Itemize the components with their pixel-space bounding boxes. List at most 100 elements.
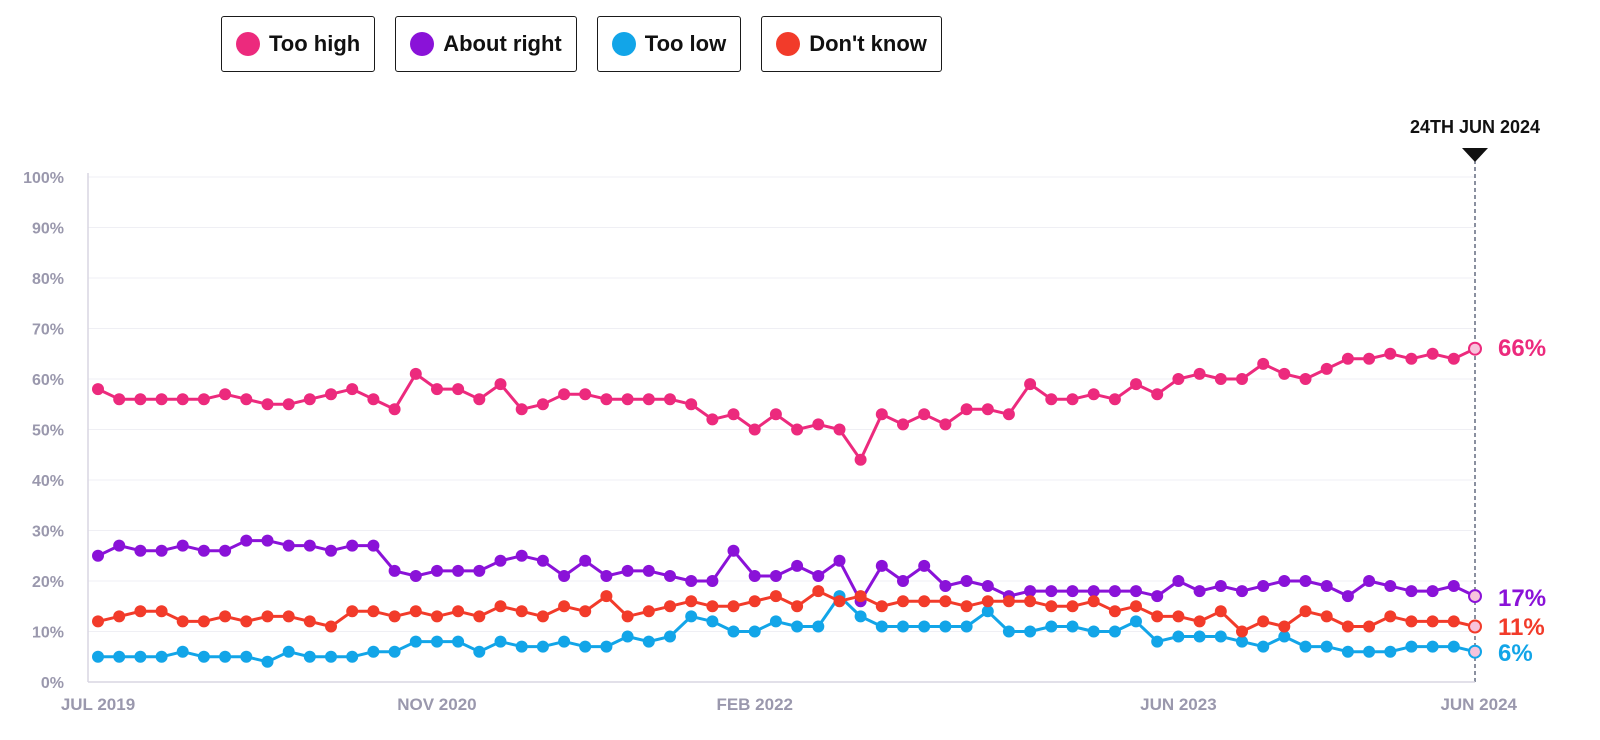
- data-point[interactable]: [176, 645, 189, 658]
- data-point[interactable]: [875, 559, 888, 572]
- data-point[interactable]: [558, 388, 571, 401]
- data-point[interactable]: [748, 423, 761, 436]
- data-point[interactable]: [1236, 635, 1248, 648]
- data-point[interactable]: [515, 549, 528, 562]
- data-point[interactable]: [409, 367, 422, 380]
- data-point[interactable]: [1045, 393, 1058, 406]
- data-point[interactable]: [1320, 640, 1333, 653]
- data-point[interactable]: [219, 388, 232, 401]
- data-point[interactable]: [452, 383, 465, 396]
- data-point[interactable]: [706, 600, 719, 613]
- data-point[interactable]: [1299, 640, 1312, 653]
- data-point[interactable]: [769, 590, 782, 603]
- data-point[interactable]: [685, 610, 698, 623]
- data-point[interactable]: [1045, 585, 1058, 598]
- data-point[interactable]: [240, 650, 253, 663]
- data-point[interactable]: [197, 393, 210, 406]
- data-point[interactable]: [833, 554, 846, 567]
- data-point[interactable]: [1468, 644, 1482, 659]
- data-point[interactable]: [621, 393, 634, 406]
- data-point[interactable]: [1151, 590, 1164, 603]
- data-point[interactable]: [367, 539, 380, 552]
- data-point[interactable]: [1299, 575, 1312, 587]
- data-point[interactable]: [303, 615, 316, 628]
- data-point[interactable]: [176, 615, 189, 628]
- data-point[interactable]: [388, 610, 401, 623]
- data-point[interactable]: [1236, 373, 1248, 385]
- data-point[interactable]: [240, 393, 253, 406]
- data-point[interactable]: [748, 625, 761, 638]
- data-point[interactable]: [1363, 575, 1376, 587]
- data-point[interactable]: [113, 650, 126, 663]
- data-point[interactable]: [346, 650, 359, 663]
- data-point[interactable]: [1193, 630, 1206, 643]
- data-point[interactable]: [1447, 352, 1460, 365]
- data-point[interactable]: [1066, 393, 1079, 406]
- data-point[interactable]: [918, 559, 931, 572]
- data-point[interactable]: [897, 418, 909, 431]
- data-point[interactable]: [261, 534, 274, 547]
- data-point[interactable]: [473, 393, 486, 406]
- data-point[interactable]: [219, 650, 232, 663]
- data-point[interactable]: [473, 564, 486, 577]
- data-point[interactable]: [176, 393, 189, 406]
- data-point[interactable]: [431, 564, 443, 577]
- data-point[interactable]: [918, 595, 931, 608]
- data-point[interactable]: [1002, 625, 1015, 638]
- data-point[interactable]: [1172, 575, 1185, 587]
- data-point[interactable]: [642, 605, 655, 618]
- data-point[interactable]: [1108, 585, 1121, 598]
- data-point[interactable]: [918, 620, 931, 633]
- data-point[interactable]: [833, 595, 846, 608]
- data-point[interactable]: [1426, 347, 1439, 360]
- data-point[interactable]: [240, 615, 253, 628]
- data-point[interactable]: [1024, 625, 1037, 638]
- data-point[interactable]: [409, 605, 422, 618]
- data-point[interactable]: [1320, 580, 1333, 592]
- data-point[interactable]: [452, 635, 465, 648]
- legend-item-too-high[interactable]: Too high: [221, 16, 376, 72]
- data-point[interactable]: [1405, 352, 1418, 365]
- data-point[interactable]: [113, 393, 126, 406]
- data-point[interactable]: [367, 605, 380, 618]
- data-point[interactable]: [197, 650, 210, 663]
- data-point[interactable]: [219, 610, 232, 623]
- data-point[interactable]: [727, 600, 740, 613]
- data-point[interactable]: [769, 408, 782, 421]
- data-point[interactable]: [1193, 585, 1206, 598]
- data-point[interactable]: [621, 610, 634, 623]
- data-point[interactable]: [600, 570, 613, 582]
- data-point[interactable]: [1426, 640, 1439, 653]
- data-point[interactable]: [897, 620, 909, 633]
- data-point[interactable]: [664, 393, 676, 406]
- data-point[interactable]: [1384, 347, 1397, 360]
- data-point[interactable]: [875, 600, 888, 613]
- data-point[interactable]: [388, 564, 401, 577]
- data-point[interactable]: [1024, 378, 1037, 391]
- data-point[interactable]: [1172, 610, 1185, 623]
- data-point[interactable]: [981, 403, 994, 416]
- data-point[interactable]: [219, 544, 232, 557]
- data-point[interactable]: [1363, 645, 1376, 658]
- data-point[interactable]: [1278, 367, 1291, 380]
- data-point[interactable]: [1045, 620, 1058, 633]
- data-point[interactable]: [1214, 580, 1227, 592]
- data-point[interactable]: [1151, 635, 1164, 648]
- data-point[interactable]: [727, 625, 740, 638]
- data-point[interactable]: [769, 570, 782, 582]
- data-point[interactable]: [303, 650, 316, 663]
- data-point[interactable]: [875, 620, 888, 633]
- data-point[interactable]: [367, 393, 380, 406]
- data-point[interactable]: [1108, 605, 1121, 618]
- data-point[interactable]: [1066, 600, 1079, 613]
- data-point[interactable]: [1320, 610, 1333, 623]
- data-point[interactable]: [1214, 373, 1227, 385]
- data-point[interactable]: [621, 630, 634, 643]
- data-point[interactable]: [1024, 595, 1037, 608]
- data-point[interactable]: [452, 564, 465, 577]
- data-point[interactable]: [791, 559, 804, 572]
- data-point[interactable]: [155, 605, 168, 618]
- data-point[interactable]: [1363, 620, 1376, 633]
- data-point[interactable]: [134, 393, 147, 406]
- data-point[interactable]: [1426, 585, 1439, 598]
